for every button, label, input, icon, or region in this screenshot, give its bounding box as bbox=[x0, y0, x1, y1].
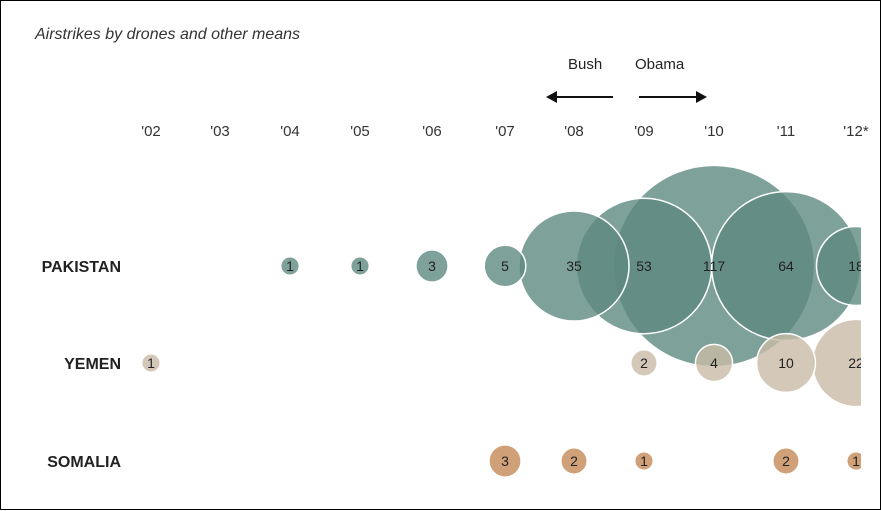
bubble-value-label: 2 bbox=[640, 355, 648, 371]
year-tick-label: '09 bbox=[634, 123, 654, 140]
year-tick-label: '11 bbox=[777, 123, 795, 140]
bubble-value-label: 5 bbox=[501, 258, 509, 274]
year-tick-label: '02 bbox=[141, 123, 161, 140]
year-axis: '02 '03 '04 '05 '06 '07 '08 '09 '10 '11 '12* bbox=[141, 123, 869, 140]
bubble-value-label: 22 bbox=[848, 355, 864, 371]
year-tick-label: '07 bbox=[495, 123, 515, 140]
year-tick-label: '12* bbox=[843, 123, 869, 140]
bubble-value-label: 64 bbox=[778, 258, 794, 274]
country-label: YEMEN bbox=[64, 356, 121, 373]
year-tick-label: '05 bbox=[350, 123, 370, 140]
bubble-value-label: 117 bbox=[703, 258, 726, 274]
bubble-value-label: 2 bbox=[782, 453, 790, 469]
bubble-value-label: 1 bbox=[852, 453, 860, 469]
country-label: PAKISTAN bbox=[42, 259, 121, 276]
bush-arrow-head bbox=[546, 91, 557, 103]
bush-label: Bush bbox=[568, 56, 602, 73]
country-labels: PAKISTAN YEMEN SOMALIA bbox=[42, 259, 122, 471]
bubble-value-label: 1 bbox=[640, 453, 648, 469]
bubble-layer bbox=[142, 165, 881, 477]
year-tick-label: '04 bbox=[280, 123, 300, 140]
year-tick-label: '10 bbox=[704, 123, 724, 140]
bubble-value-label: 18 bbox=[848, 258, 864, 274]
obama-arrow-head bbox=[696, 91, 707, 103]
bubble-value-label: 10 bbox=[778, 355, 794, 371]
year-tick-label: '06 bbox=[422, 123, 442, 140]
bubble-value-label: 4 bbox=[710, 355, 718, 371]
bubble bbox=[812, 319, 881, 406]
bubble-value-label: 1 bbox=[286, 258, 294, 274]
country-label: SOMALIA bbox=[47, 454, 121, 471]
bubble-value-label: 3 bbox=[428, 258, 436, 274]
bubble-value-label: 1 bbox=[147, 355, 155, 371]
bubble-value-label: 2 bbox=[570, 453, 578, 469]
bubble-value-label: 3 bbox=[501, 453, 509, 469]
bubble-value-label: 35 bbox=[566, 258, 582, 274]
bubble-value-label: 1 bbox=[356, 258, 364, 274]
chart-title: Airstrikes by drones and other means bbox=[34, 26, 300, 43]
year-tick-label: '03 bbox=[210, 123, 230, 140]
obama-label: Obama bbox=[635, 56, 685, 73]
era-annotations: Bush Obama bbox=[546, 56, 707, 103]
year-tick-label: '08 bbox=[564, 123, 584, 140]
bubble-value-label: 53 bbox=[636, 258, 652, 274]
